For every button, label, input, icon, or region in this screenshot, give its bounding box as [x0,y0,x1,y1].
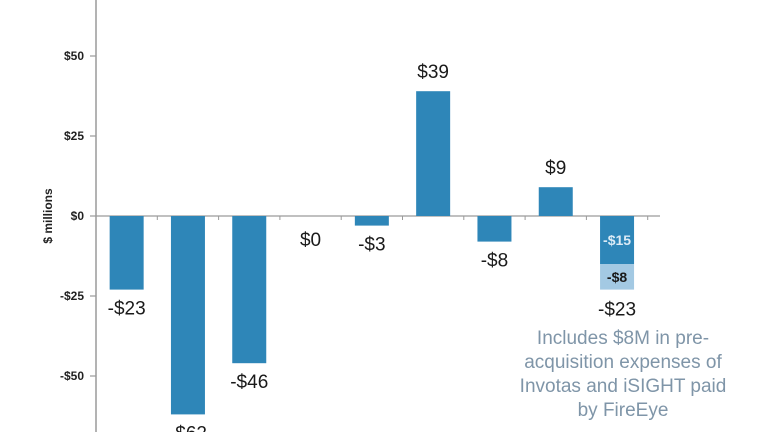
y-tick-label: $25 [64,129,84,143]
bar-segment [600,216,635,264]
chart-data-labels: -$23 -$62 -$46 $0 -$3 $39 -$8 $9 -$15 -$8 -$23 [108,62,636,432]
data-label: -$62 [169,423,207,432]
data-label: $9 [545,158,566,179]
annotation-line: Invotas and iSIGHT paid [519,376,727,397]
annotation-line: acquisition expenses of [524,352,722,373]
y-tick-label: $50 [64,49,84,63]
bar-segment [600,264,635,290]
data-label: -$3 [358,235,385,256]
y-tick-label: -$25 [60,289,84,303]
bar [416,91,451,216]
data-label: -$8 [481,251,508,272]
y-axis-label: $ millions [41,188,55,244]
annotation-note: Includes $8M in pre- acquisition expense… [478,327,764,423]
bar [354,216,389,226]
data-label: -$23 [108,299,146,320]
bar [109,216,144,290]
annotation-line: by FireEye [577,400,669,421]
segment-label: -$15 [603,232,631,248]
bar [232,216,267,364]
segment-label: -$8 [607,269,627,285]
bar [477,216,512,242]
data-label: $39 [417,62,449,83]
y-tick-label: -$50 [60,369,84,383]
data-label: $0 [300,230,321,251]
bar [170,216,205,415]
chart-bars [109,91,635,415]
data-label: -$46 [230,372,268,393]
bar [538,187,573,216]
y-tick-label: $0 [71,209,85,223]
data-label: -$23 [598,300,636,321]
annotation-line: Includes $8M in pre- [536,328,710,349]
